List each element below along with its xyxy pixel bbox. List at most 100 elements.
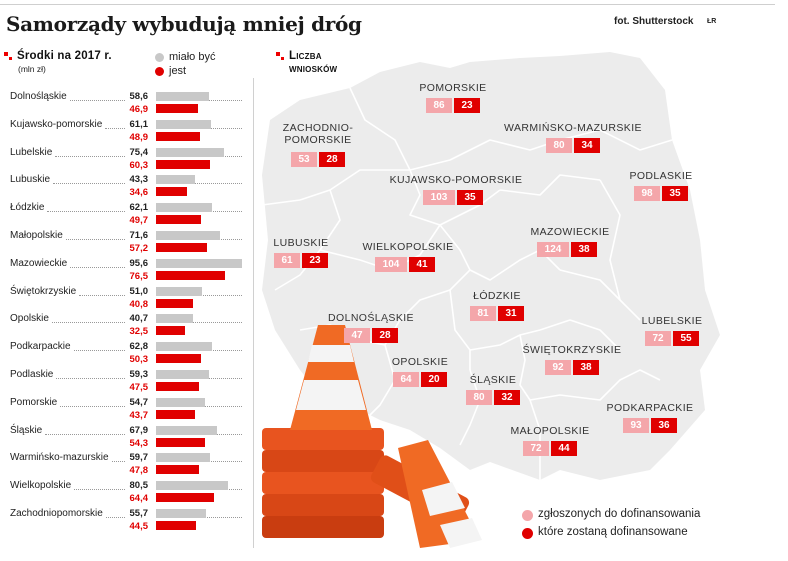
map-region-label: LUBUSKIE bbox=[273, 237, 329, 249]
bar-leader-dots bbox=[73, 350, 125, 352]
map-submitted-count: 64 bbox=[393, 372, 419, 387]
bar-category-label: Lubelskie bbox=[10, 146, 53, 158]
bar-value-actual: 49,7 bbox=[129, 215, 149, 227]
map-funded-count: 35 bbox=[662, 186, 688, 201]
map-funded-count: 38 bbox=[571, 242, 597, 257]
bar-planned bbox=[156, 203, 212, 213]
map-submitted-count: 61 bbox=[274, 253, 300, 268]
legend-planned-dot bbox=[155, 53, 164, 62]
bar-actual bbox=[156, 215, 201, 225]
bar-leader-dots bbox=[56, 378, 125, 379]
bar-value-actual: 50,3 bbox=[129, 354, 149, 366]
bar-category-label: Opolskie bbox=[10, 313, 49, 325]
traffic-cones-illustration bbox=[262, 325, 482, 548]
bar-value-actual: 57,2 bbox=[129, 243, 149, 254]
bar-category-label: Podkarpackie bbox=[10, 341, 71, 353]
map-submitted-count: 53 bbox=[291, 152, 317, 167]
bar-actual bbox=[156, 326, 186, 336]
author-initials: ŁR bbox=[707, 18, 717, 25]
bar-value-planned: 40,7 bbox=[129, 313, 149, 325]
bar-value-planned: 62,8 bbox=[129, 341, 149, 353]
bar-chart-title: Środki na 2017 r. bbox=[17, 50, 112, 62]
map-submitted-count: 80 bbox=[546, 138, 572, 153]
bar-category-label: Łódzkie bbox=[10, 202, 45, 214]
map-region-label: ŚWIĘTOKRZYSKIE bbox=[522, 344, 622, 356]
bar-value-actual: 43,7 bbox=[129, 409, 149, 421]
poland-map-shape bbox=[262, 52, 720, 480]
bar-planned bbox=[156, 425, 218, 435]
bar-value-actual: 47,5 bbox=[129, 382, 149, 393]
map-funded-count: 44 bbox=[551, 441, 577, 456]
bar-actual bbox=[156, 270, 225, 280]
bar-planned bbox=[156, 231, 221, 240]
legend-planned-label: miało być bbox=[169, 51, 216, 63]
bar-leader-dots bbox=[47, 211, 125, 213]
bar-value-actual: 64,4 bbox=[129, 493, 149, 505]
bar-actual bbox=[156, 465, 199, 475]
bar-actual bbox=[156, 298, 193, 308]
legend-actual-dot bbox=[155, 67, 164, 76]
bar-category-label: Świętokrzyskie bbox=[10, 285, 77, 297]
map-funded-count: 36 bbox=[651, 418, 677, 433]
bar-actual bbox=[156, 521, 197, 530]
map-funded-count: 31 bbox=[498, 306, 524, 321]
map-region-label: ŚLĄSKIE bbox=[469, 374, 517, 386]
bar-actual bbox=[156, 131, 200, 141]
map-funded-count: 28 bbox=[319, 152, 345, 167]
bar-actual bbox=[156, 104, 199, 113]
page-title: Samorządy wybudują mniej dróg bbox=[6, 12, 362, 36]
legend-funded-label: które zostaną dofinansowane bbox=[538, 526, 688, 538]
bar-category-label: Mazowieckie bbox=[10, 257, 68, 269]
bar-leader-dots bbox=[79, 294, 125, 296]
map-submitted-count: 103 bbox=[423, 190, 455, 205]
map-submitted-count: 72 bbox=[645, 331, 671, 346]
map-region-label: MAŁOPOLSKIE bbox=[510, 425, 590, 437]
bar-planned bbox=[156, 509, 207, 518]
map-title-line2: wniosków bbox=[289, 63, 338, 75]
map-region-label: DOLNOŚLĄSKIE bbox=[328, 312, 414, 324]
bar-category-label: Małopolskie bbox=[10, 230, 63, 241]
section-marker-icon bbox=[281, 57, 284, 60]
map-funded-count: 32 bbox=[494, 390, 520, 405]
bar-planned bbox=[156, 453, 210, 463]
map-funded-count: 28 bbox=[372, 328, 398, 343]
bar-leader-dots bbox=[60, 405, 125, 407]
map-funded-count: 55 bbox=[673, 331, 699, 346]
section-marker-icon bbox=[9, 57, 12, 60]
bar-actual bbox=[156, 382, 199, 391]
bar-value-planned: 75,4 bbox=[129, 146, 149, 158]
map-region-label: LUBELSKIE bbox=[641, 315, 703, 327]
map-funded-count: 38 bbox=[573, 360, 599, 375]
bar-planned bbox=[156, 258, 242, 268]
bar-actual bbox=[156, 409, 196, 419]
bar-value-actual: 40,8 bbox=[129, 298, 149, 310]
bar-actual bbox=[156, 187, 188, 197]
bar-leader-dots bbox=[69, 100, 125, 101]
map-title-line1: Liczba bbox=[289, 50, 322, 62]
map-region-label: PODKARPACKIE bbox=[606, 402, 694, 414]
map-region-label: OPOLSKIE bbox=[391, 356, 449, 368]
map-funded-count: 41 bbox=[409, 257, 435, 272]
bar-value-actual: 48,9 bbox=[129, 131, 149, 143]
map-region-label: MAZOWIECKIE bbox=[530, 226, 610, 238]
bar-actual bbox=[156, 493, 214, 503]
map-funded-count: 34 bbox=[574, 138, 600, 153]
photo-credit: fot. Shutterstock bbox=[614, 16, 694, 27]
bar-planned bbox=[156, 175, 195, 185]
bar-chart-unit: (mln zł) bbox=[18, 64, 46, 74]
bar-value-actual: 54,3 bbox=[129, 437, 149, 449]
bar-value-planned: 55,7 bbox=[129, 508, 149, 519]
map-region-label: POMORSKIE bbox=[419, 82, 487, 94]
bar-planned bbox=[156, 286, 202, 296]
top-rule bbox=[0, 4, 775, 5]
map-region-label: ŁÓDZKIE bbox=[473, 290, 521, 302]
bar-value-actual: 44,5 bbox=[129, 521, 149, 532]
map-submitted-count: 92 bbox=[545, 360, 571, 375]
section-marker-icon bbox=[4, 52, 8, 56]
bar-leader-dots bbox=[53, 183, 125, 185]
bar-category-label: Podlaskie bbox=[10, 369, 54, 380]
bar-planned bbox=[156, 342, 213, 352]
bar-value-planned: 59,3 bbox=[129, 369, 149, 380]
bar-leader-dots bbox=[51, 322, 125, 324]
